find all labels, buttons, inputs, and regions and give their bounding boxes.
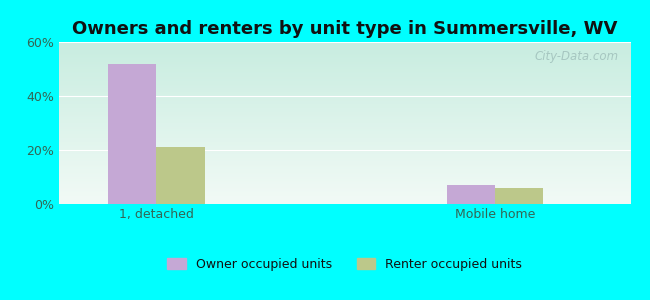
Bar: [108, 64, 157, 204]
Bar: [447, 185, 495, 204]
Bar: [495, 188, 543, 204]
Title: Owners and renters by unit type in Summersville, WV: Owners and renters by unit type in Summe…: [72, 20, 618, 38]
Bar: [157, 147, 205, 204]
Text: City-Data.com: City-Data.com: [535, 50, 619, 63]
Legend: Owner occupied units, Renter occupied units: Owner occupied units, Renter occupied un…: [162, 253, 527, 275]
